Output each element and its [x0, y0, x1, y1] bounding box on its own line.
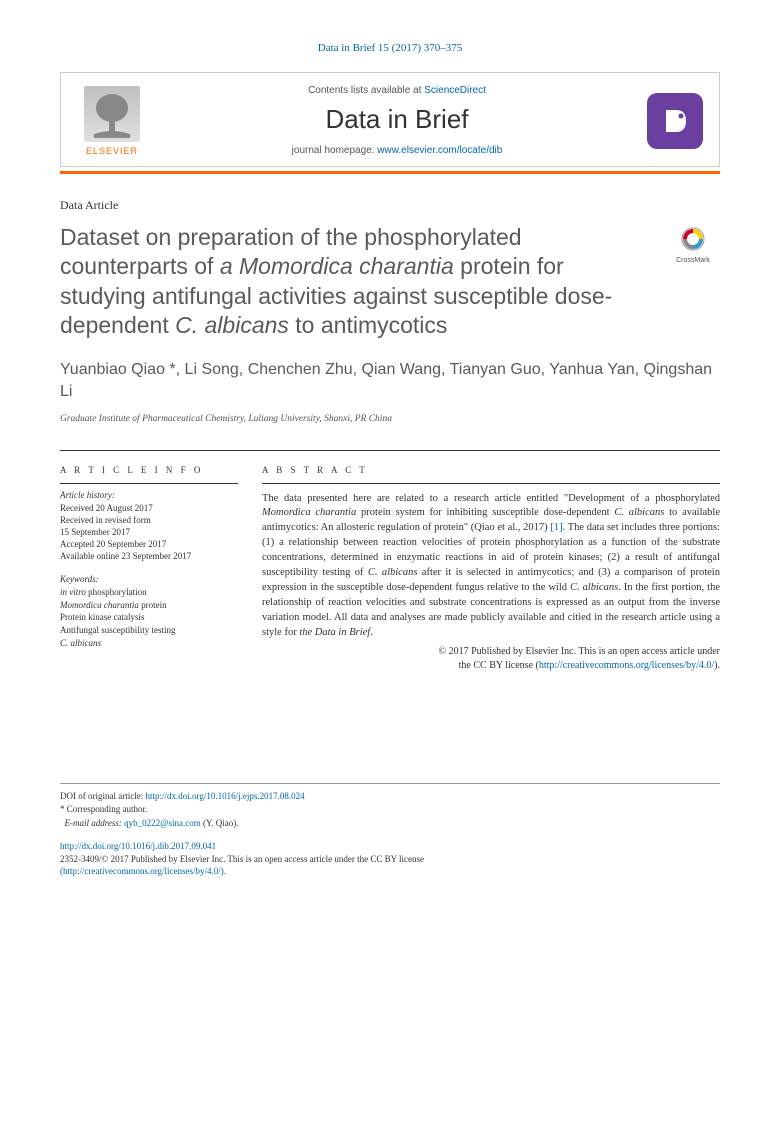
- history-revised-2: 15 September 2017: [60, 526, 238, 538]
- abstract-column: A B S T R A C T The data presented here …: [262, 451, 720, 673]
- keyword-3: Protein kinase catalysis: [60, 611, 238, 624]
- footer-bottom: http://dx.doi.org/10.1016/j.dib.2017.09.…: [60, 840, 720, 878]
- journal-header: ELSEVIER Contents lists available at Sci…: [60, 72, 720, 167]
- contents-list-line: Contents lists available at ScienceDirec…: [147, 85, 647, 96]
- keyword-5: C. albicans: [60, 637, 238, 650]
- keywords-label: Keywords:: [60, 574, 238, 584]
- elsevier-label: ELSEVIER: [86, 146, 138, 156]
- history-received: Received 20 August 2017: [60, 502, 238, 514]
- citation-ref[interactable]: [1]: [550, 522, 562, 533]
- homepage-url[interactable]: www.elsevier.com/locate/dib: [377, 145, 502, 156]
- keyword-4: Antifungal susceptibility testing: [60, 624, 238, 637]
- footer-notes: DOI of original article: http://dx.doi.o…: [60, 783, 720, 878]
- article-info-column: A R T I C L E I N F O Article history: R…: [60, 451, 238, 673]
- corresponding-author: * Corresponding author.: [60, 803, 720, 817]
- accent-divider: [60, 171, 720, 174]
- article-doi-link[interactable]: http://dx.doi.org/10.1016/j.dib.2017.09.…: [60, 840, 720, 853]
- history-accepted: Accepted 20 September 2017: [60, 538, 238, 550]
- history-online: Available online 23 September 2017: [60, 550, 238, 562]
- crossmark-label: CrossMark: [666, 257, 720, 264]
- license-link[interactable]: http://creativecommons.org/licenses/by/4…: [539, 660, 714, 671]
- email-link[interactable]: qyb_0222@sina.com: [124, 818, 201, 828]
- info-heading: A R T I C L E I N F O: [60, 465, 238, 481]
- original-doi-link[interactable]: http://dx.doi.org/10.1016/j.ejps.2017.08…: [145, 791, 304, 801]
- footer-license-link[interactable]: (http://creativecommons.org/licenses/by/…: [60, 866, 224, 876]
- keyword-2: Momordica charantia protein: [60, 599, 238, 612]
- sciencedirect-link[interactable]: ScienceDirect: [424, 85, 486, 96]
- crossmark-icon: [681, 227, 705, 251]
- article-type: Data Article: [60, 198, 720, 213]
- elsevier-logo[interactable]: ELSEVIER: [77, 86, 147, 156]
- abstract-text: The data presented here are related to a…: [262, 492, 720, 641]
- original-doi-line: DOI of original article: http://dx.doi.o…: [60, 790, 720, 804]
- history-revised-1: Received in revised form: [60, 514, 238, 526]
- journal-logo-icon: [647, 93, 703, 149]
- journal-name: Data in Brief: [147, 104, 647, 135]
- email-line: E-mail address: qyb_0222@sina.com (Y. Qi…: [60, 817, 720, 831]
- author-list: Yuanbiao Qiao *, Li Song, Chenchen Zhu, …: [60, 359, 720, 404]
- citation-header: Data in Brief 15 (2017) 370–375: [60, 42, 720, 54]
- copyright-block: © 2017 Published by Elsevier Inc. This i…: [262, 645, 720, 673]
- elsevier-tree-icon: [84, 86, 140, 142]
- abstract-heading: A B S T R A C T: [262, 465, 720, 481]
- history-label: Article history:: [60, 490, 238, 500]
- affiliation: Graduate Institute of Pharmaceutical Che…: [60, 414, 720, 424]
- keyword-1: in vitro phosphorylation: [60, 586, 238, 599]
- crossmark-badge[interactable]: CrossMark: [666, 227, 720, 264]
- article-title: Dataset on preparation of the phosphoryl…: [60, 223, 654, 341]
- homepage-line: journal homepage: www.elsevier.com/locat…: [147, 145, 647, 156]
